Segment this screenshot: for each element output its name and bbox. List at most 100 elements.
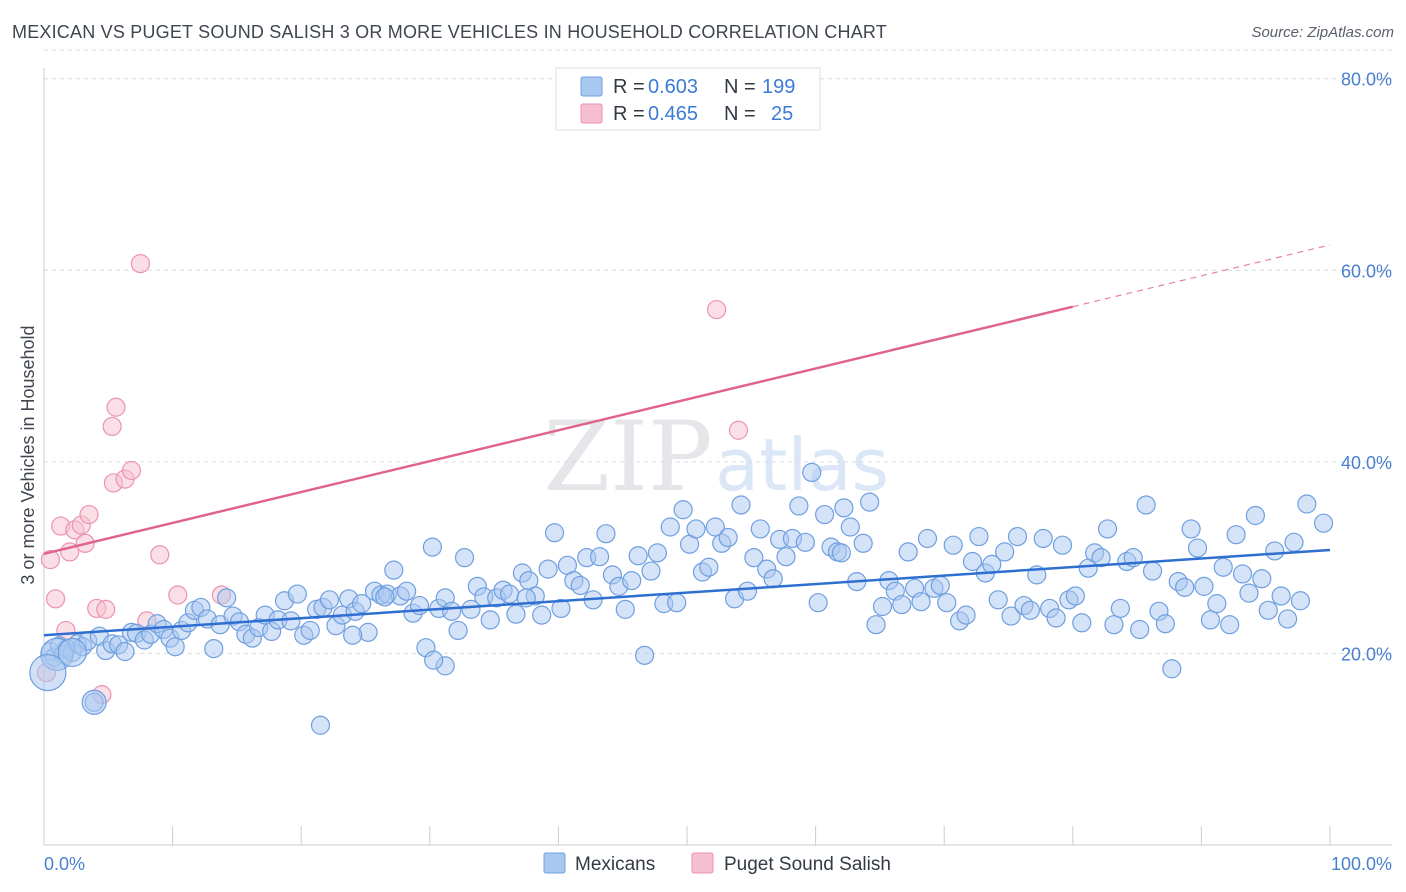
puget-sound-salish-trend-line [43, 305, 1074, 556]
puget-sound-salish-trend-extension [1072, 244, 1331, 308]
mexicans-point [969, 526, 989, 547]
puget-sound-salish-point [168, 585, 188, 605]
mexicans-point [866, 615, 886, 635]
mexicans-point [898, 542, 918, 562]
watermark-zip: ZIP [543, 401, 712, 513]
mexicans-point [937, 593, 957, 613]
puget-sound-salish-point [96, 599, 116, 619]
stats-n-label-1: N = [724, 76, 756, 98]
mexicans-point [1187, 538, 1208, 558]
mexicans-point [424, 650, 444, 670]
mexicans-point [917, 528, 938, 549]
mexicans-point [615, 599, 635, 619]
mexicans-point [641, 561, 661, 581]
mexicans-point [1220, 615, 1240, 635]
mexicans-point [442, 601, 462, 621]
mexicans-point [1239, 583, 1259, 603]
trend-lines [43, 244, 1331, 637]
mexicans-point [737, 581, 758, 601]
stats-r-label-2: R = [613, 103, 645, 125]
mexicans-point [384, 560, 404, 580]
mexicans-point [673, 500, 693, 520]
mexicans-point [217, 588, 237, 608]
mexicans-trend-line [43, 548, 1331, 637]
x-tick-label: 100.0% [1331, 854, 1392, 874]
legend-label-puget-sound-salish: Puget Sound Salish [724, 854, 891, 875]
mexicans-point [544, 523, 565, 543]
mexicans-point [718, 527, 738, 548]
x-tick-label: 0.0% [44, 854, 85, 874]
mexicans-point [1284, 532, 1304, 552]
mexicans-point-cluster [81, 689, 107, 715]
mexicans-point [840, 517, 860, 537]
axes: 20.0% 40.0% 60.0% 80.0% 0.0% 100.0% [43, 68, 1392, 874]
mexicans-point [1277, 609, 1298, 629]
stats-n-value-2: 25 [771, 103, 793, 125]
mexicans-point [343, 625, 363, 645]
mexicans-point [551, 598, 571, 619]
y-tick-label: 20.0% [1341, 644, 1392, 664]
mexicans-point-cluster [29, 653, 67, 692]
stats-swatch-blue [580, 76, 603, 97]
mexicans-point [480, 610, 500, 630]
mexicans-point [397, 581, 417, 601]
mexicans-point [1265, 541, 1285, 561]
mexicans-point [1046, 608, 1066, 628]
mexicans-point [628, 546, 648, 566]
mexicans-point [995, 542, 1015, 562]
puget-sound-salish-point [130, 253, 151, 274]
mexicans-point [705, 517, 725, 537]
y-axis-title: 3 or more Vehicles in Household [18, 325, 38, 584]
mexicans-point [165, 637, 185, 657]
mexicans-point [1181, 519, 1201, 539]
mexicans-point [815, 504, 835, 525]
mexicans-point [1200, 610, 1221, 630]
mexicans-point [538, 559, 558, 579]
mexicans-point [375, 587, 395, 607]
mexicans-point [1155, 614, 1175, 634]
puget-sound-salish-point [102, 416, 122, 437]
mexicans-point [506, 604, 526, 624]
mexicans-point [461, 599, 481, 619]
mexicans-point [1104, 615, 1124, 635]
mexicans-point [1245, 505, 1266, 526]
mexicans-point [744, 548, 764, 568]
stats-n-value-1: 199 [762, 76, 795, 98]
mexicans-point [1213, 557, 1233, 577]
stats-r-label-1: R = [613, 76, 645, 98]
puget-sound-salish-point [106, 397, 126, 417]
mexicans-point [1313, 513, 1334, 533]
stats-box: R = 0.603 N = 199 R = 0.465 N = 25 [555, 67, 821, 131]
mexicans-point [943, 535, 963, 555]
mexicans-point [808, 593, 828, 613]
mexicans-point [1065, 586, 1085, 606]
mexicans-point [1290, 591, 1311, 611]
mexicans-point [1226, 525, 1246, 545]
source-credit: Source: ZipAtlas.com [1251, 24, 1394, 41]
mexicans-point [1297, 494, 1317, 514]
mexicans-point [1001, 606, 1021, 626]
mexicans-point [802, 462, 822, 483]
mexicans-point [281, 611, 301, 631]
mexicans-point [422, 537, 442, 557]
mexicans-point [660, 517, 680, 537]
mexicans-point [667, 593, 687, 613]
puget-sound-salish-point [40, 549, 61, 570]
stats-swatch-pink [580, 103, 603, 124]
mexicans-point [319, 590, 340, 610]
puget-sound-salish-point [150, 545, 170, 565]
mexicans-point [1091, 548, 1111, 568]
mexicans-point [750, 519, 770, 539]
legend-swatch-mexicans [543, 852, 566, 874]
mexicans-point [763, 569, 783, 589]
mexicans-point [956, 605, 976, 625]
mexicans-point [872, 596, 893, 617]
mexicans-point [499, 584, 520, 604]
chart-title: MEXICAN VS PUGET SOUND SALISH 3 OR MORE … [12, 22, 887, 42]
mexicans-point [647, 543, 668, 563]
stats-n-label-2: N = [724, 103, 756, 125]
mexicans-point [1232, 564, 1253, 584]
mexicans-point [1175, 577, 1195, 597]
mexicans-point [831, 543, 851, 563]
mexicans-point [454, 548, 475, 568]
